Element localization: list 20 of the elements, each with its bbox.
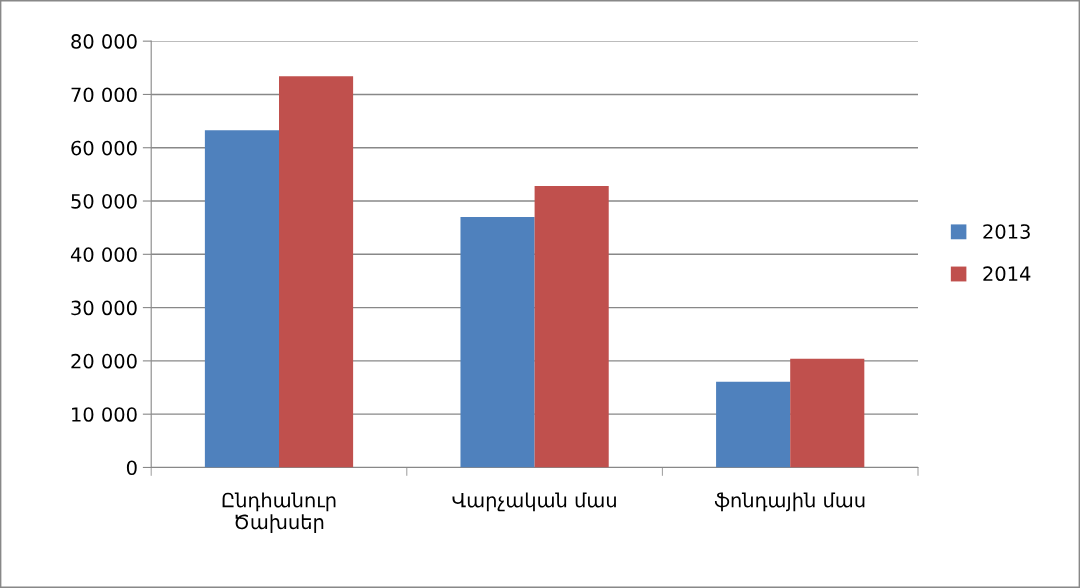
bar: [204, 130, 279, 468]
y-tick-label: 10 000: [72, 407, 137, 422]
bar: [716, 381, 791, 468]
x-tick-label: Վարչական մաս: [452, 492, 616, 512]
x-tick-label: Ընդհանուր Ծախսեր: [222, 492, 336, 534]
y-tick-label: 40 000: [70, 247, 137, 262]
x-tick-label: ֆոնդային մաս: [714, 492, 865, 512]
bar: [790, 358, 865, 468]
bar: [460, 217, 535, 468]
y-tick-label: 70 000: [71, 87, 137, 103]
legend-label: 2013: [983, 224, 1030, 239]
y-tick-label: 0: [126, 460, 137, 476]
y-tick-label: 30 000: [71, 300, 137, 316]
y-tick-label: 50 000: [71, 193, 137, 209]
bar: [279, 76, 354, 468]
bar: [534, 186, 609, 468]
legend-label: 2014: [983, 266, 1031, 282]
y-tick-label: 60 000: [71, 140, 137, 156]
y-tick-label: 20 000: [71, 353, 137, 369]
y-tick-label: 80 000: [71, 34, 137, 49]
